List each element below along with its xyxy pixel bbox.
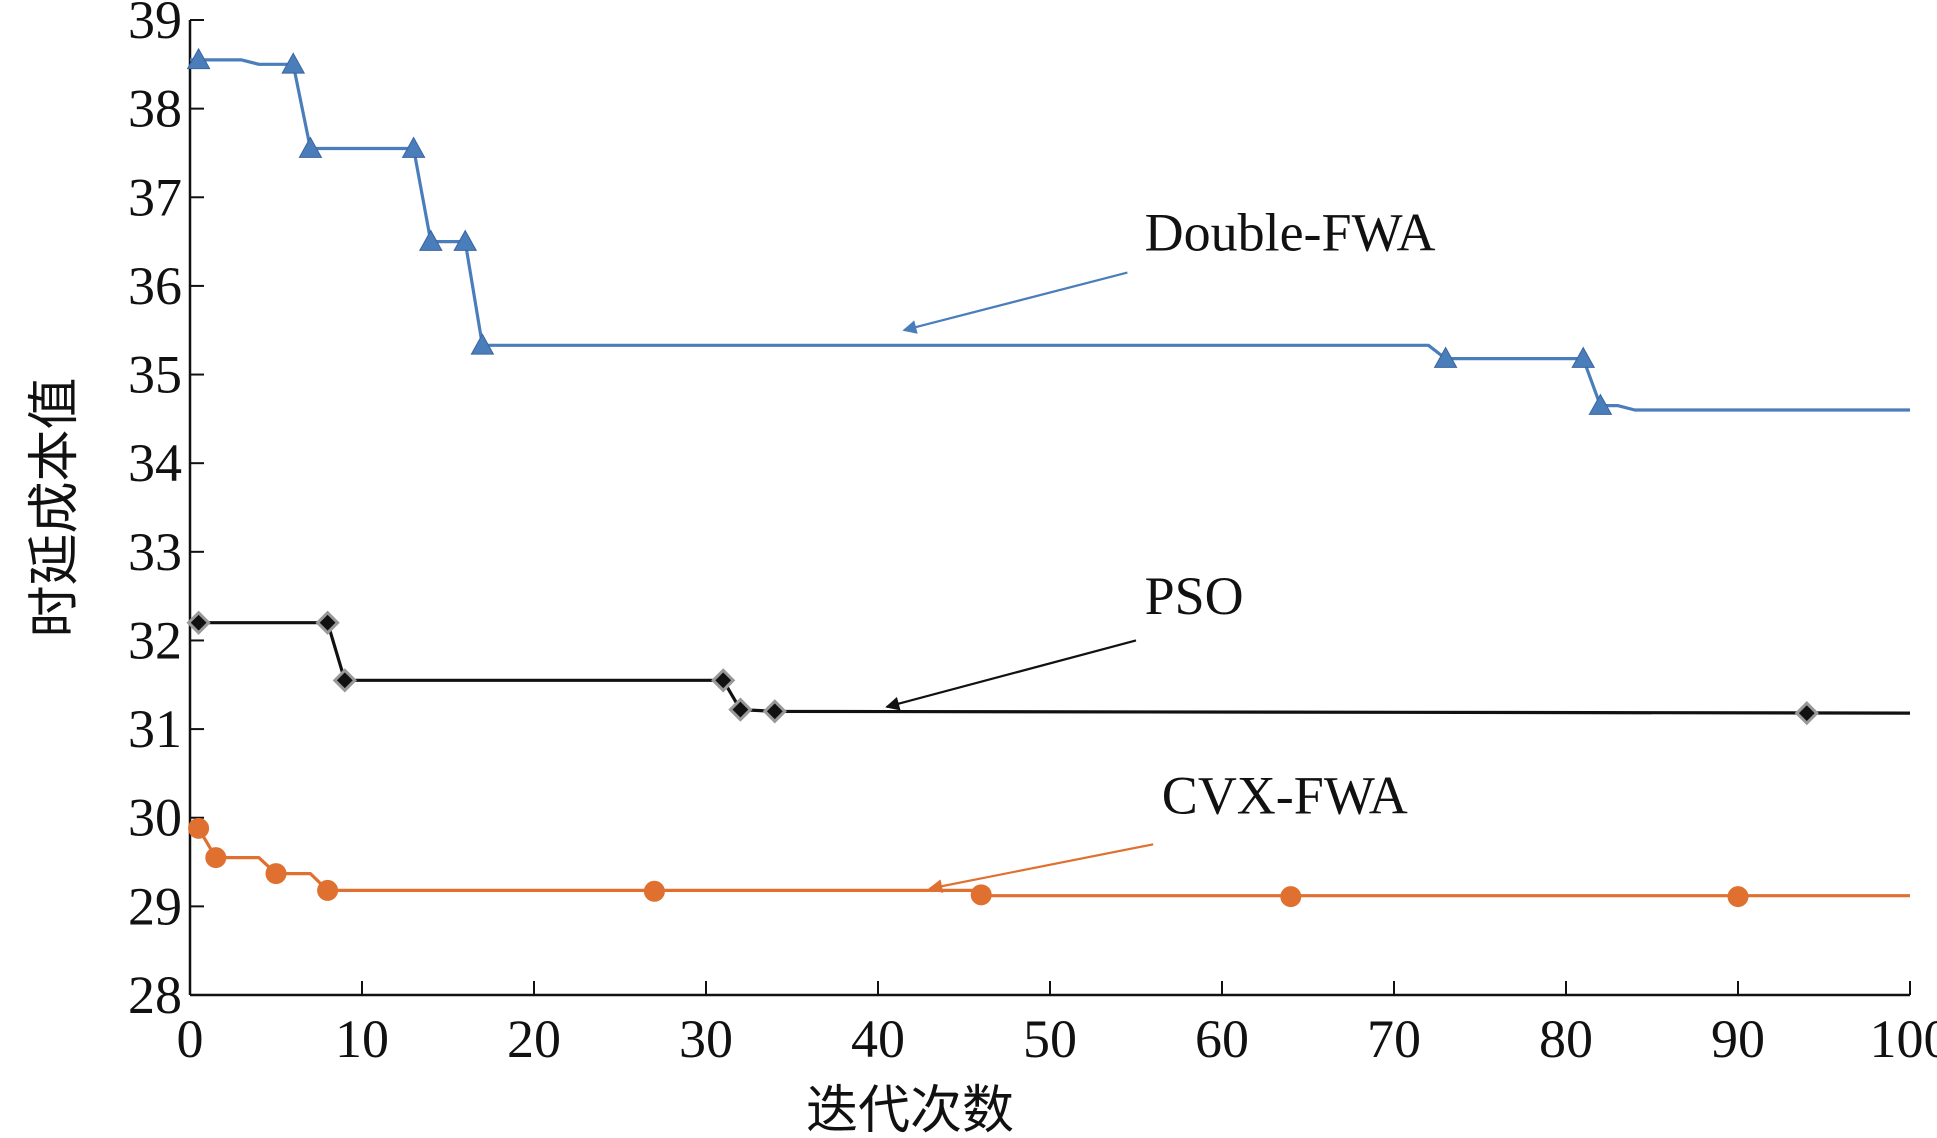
data-point-marker — [1433, 346, 1458, 368]
data-point-marker — [186, 47, 211, 70]
x-tick-label: 70 — [1367, 1009, 1421, 1069]
y-tick-label: 30 — [128, 788, 182, 848]
y-tick-label: 38 — [128, 79, 182, 139]
y-tick-label: 31 — [128, 699, 182, 759]
x-tick-label: 80 — [1539, 1009, 1593, 1069]
y-tick-label: 36 — [128, 256, 182, 316]
data-point-marker — [298, 136, 323, 158]
series-double-fwa — [186, 47, 1910, 415]
y-tick-label: 28 — [128, 965, 182, 1025]
x-tick-label: 10 — [335, 1009, 389, 1069]
x-tick-label: 20 — [507, 1009, 561, 1069]
data-point-marker — [205, 847, 227, 869]
data-point-marker — [970, 884, 992, 906]
annotation-arrow — [928, 843, 1154, 894]
data-point-marker — [728, 697, 753, 722]
data-point-marker — [186, 610, 211, 635]
data-point-marker — [332, 668, 357, 693]
x-tick-label: 60 — [1195, 1009, 1249, 1069]
annotation-arrow — [902, 271, 1128, 334]
annotation-label: PSO — [1145, 566, 1244, 626]
x-tick-label: 90 — [1711, 1009, 1765, 1069]
data-point-marker — [1794, 701, 1819, 726]
series-line — [190, 621, 1911, 715]
x-axis-title: 迭代次数 — [806, 1083, 1014, 1138]
y-tick-label: 35 — [128, 345, 182, 405]
data-point-marker — [643, 880, 665, 902]
data-point-marker — [470, 333, 495, 355]
series-pso — [186, 610, 1911, 726]
y-tick-label: 32 — [128, 610, 182, 670]
y-tick-label: 33 — [128, 522, 182, 582]
data-point-marker — [265, 863, 287, 885]
x-tick-label: 30 — [679, 1009, 733, 1069]
series-cvx-fwa — [188, 817, 1910, 908]
y-tick-label: 37 — [128, 167, 182, 227]
axes: 0 10 20 30 40 50 60 70 80 90 100 28 29 30 31 32 33 34 35 36… — [128, 0, 1937, 1069]
data-point-marker — [281, 52, 306, 74]
data-point-marker — [1280, 886, 1302, 908]
annotation-label: Double-FWA — [1145, 202, 1436, 262]
annotation-cvx-fwa: CVX-FWA — [928, 765, 1408, 894]
series-line — [190, 58, 1910, 412]
data-point-marker — [418, 229, 443, 251]
annotation-label: CVX-FWA — [1162, 765, 1408, 825]
y-axis-title: 时延成本值 — [27, 377, 84, 637]
x-tick-label: 40 — [851, 1009, 905, 1069]
x-tick-label: 100 — [1870, 1009, 1937, 1069]
data-point-marker — [1727, 886, 1749, 908]
data-point-marker — [317, 879, 339, 901]
data-point-marker — [711, 668, 736, 693]
annotation-double-fwa: Double-FWA — [902, 202, 1436, 334]
x-tick-label: 0 — [177, 1009, 204, 1069]
annotation-arrow — [885, 639, 1137, 711]
y-tick-label: 39 — [128, 0, 182, 50]
series-line — [189, 820, 1910, 898]
x-tick-label: 50 — [1023, 1009, 1077, 1069]
data-point-marker — [315, 610, 340, 635]
annotation-pso: PSO — [885, 566, 1244, 711]
series-layer — [186, 47, 1911, 908]
annotation-layer: Double-FWA PSO CVX-FWA — [885, 202, 1436, 894]
data-point-marker — [762, 699, 787, 724]
data-point-marker — [1588, 393, 1613, 415]
y-tick-label: 34 — [128, 433, 182, 493]
data-point-marker — [453, 229, 478, 251]
data-point-marker — [401, 136, 426, 158]
y-tick-label: 29 — [128, 876, 182, 936]
data-point-marker — [1571, 346, 1596, 368]
data-point-marker — [188, 817, 210, 839]
